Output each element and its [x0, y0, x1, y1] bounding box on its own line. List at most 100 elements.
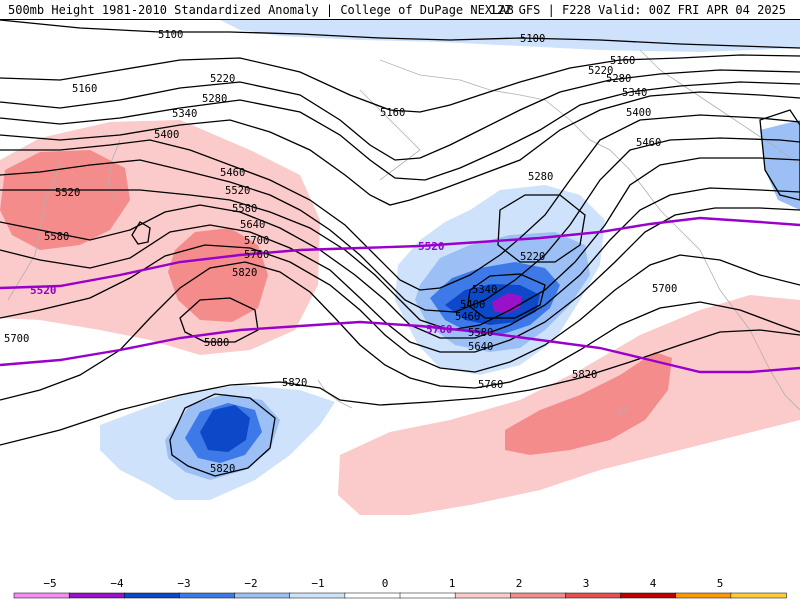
contour-labels: 5100 5100 5160 5160 5160 5220 5220 5220 … [4, 29, 677, 475]
map-title: 500mb Height 1981-2010 Standardized Anom… [8, 3, 514, 17]
colorbar-swatches [13, 592, 787, 599]
colorbar-swatch [68, 592, 126, 599]
contour-low-trough-inner [467, 273, 546, 319]
contour-label: 5160 [380, 107, 405, 119]
contour-label: 5340 [622, 87, 647, 99]
contour-label: 5700 [652, 283, 677, 295]
contour-label: 5760 [244, 249, 269, 261]
contour-label: 5160 [72, 83, 97, 95]
climo-label: 5520 [30, 284, 57, 297]
contour-label: 5460 [455, 311, 480, 323]
climatology-lines [0, 216, 800, 374]
contour-label: 5580 [232, 203, 257, 215]
contour-label: 5220 [210, 73, 235, 85]
contour-small-low [131, 221, 151, 245]
contour-label: 5640 [468, 341, 493, 353]
colorbar-tick-label: 5 [717, 577, 724, 590]
colorbar-swatch [565, 592, 622, 599]
colorbar-swatch [399, 592, 456, 599]
colorbar-tick-label: −2 [244, 577, 257, 590]
colorbar-swatch [234, 592, 291, 599]
contour-5520 [0, 157, 800, 331]
colorbar-tick-label: 3 [583, 577, 590, 590]
cold-anomaly-south-core [200, 405, 250, 452]
contour-label: 5580 [44, 231, 69, 243]
colorbar-swatch [124, 592, 181, 599]
climo-label: 5520 [418, 240, 445, 253]
colorbar-tick-label: −4 [110, 577, 124, 590]
contour-label: 5100 [520, 33, 545, 45]
anomaly-map: 5100 5100 5160 5160 5160 5220 5220 5220 … [0, 20, 800, 576]
colorbar-tick-label: −1 [311, 577, 324, 590]
colorbar-swatch [289, 592, 346, 599]
contour-label: 5700 [244, 235, 269, 247]
contour-label: 5880 [204, 337, 229, 349]
contour-5460 [0, 137, 800, 313]
contour-label: 5340 [472, 284, 497, 296]
colorbar-swatch [510, 592, 567, 599]
warm-anomaly-southeast-core [505, 352, 672, 455]
climo-line-5520 [0, 216, 800, 290]
contour-low-trough [497, 194, 586, 263]
title-bar: 500mb Height 1981-2010 Standardized Anom… [0, 0, 800, 20]
contour-label: 5400 [460, 299, 485, 311]
contour-label: 5640 [240, 219, 265, 231]
contour-5100 [0, 20, 800, 49]
contour-label: 5400 [626, 107, 651, 119]
contour-5160 [0, 54, 800, 113]
contour-5220 [0, 69, 800, 161]
contour-label: 5340 [172, 108, 197, 120]
climatology-labels: 5520 5520 5760 [30, 240, 453, 336]
colorbar-tick-label: −5 [43, 577, 56, 590]
colorbar-swatch [344, 592, 401, 599]
contour-label: 5520 [55, 187, 80, 199]
contour-5400 [0, 114, 800, 291]
cold-anomaly-trough-center [492, 293, 522, 314]
contour-label: 5820 [572, 369, 597, 381]
colorbar-swatch [730, 592, 787, 599]
contour-label: 5220 [520, 251, 545, 263]
cold-anomaly-north [220, 20, 800, 52]
contour-label: 5280 [528, 171, 553, 183]
contour-label: 5220 [588, 65, 613, 77]
colorbar-ticks: −5 −4 −3 −2 −1 0 1 2 3 4 5 [43, 577, 723, 590]
climo-label: 5760 [426, 323, 453, 336]
colorbar-swatch [454, 592, 512, 599]
colorbar-tick-label: 2 [516, 577, 523, 590]
contour-label: 5280 [202, 93, 227, 105]
contour-label: 5820 [232, 267, 257, 279]
colorbar-swatch [675, 592, 732, 599]
contour-label: 5280 [606, 73, 631, 85]
contour-east-low [759, 109, 800, 201]
colorbar-tick-label: 1 [449, 577, 456, 590]
contour-label: 5400 [154, 129, 179, 141]
colorbar-tick-label: −3 [177, 577, 190, 590]
contour-5340 [0, 91, 800, 206]
contour-label: 5100 [158, 29, 183, 41]
colorbar-tick-label: 0 [382, 577, 389, 590]
contour-5820-closed-south [169, 393, 276, 477]
contour-label: 5520 [225, 185, 250, 197]
contour-label: 5580 [468, 327, 493, 339]
warm-anomaly-japan [0, 150, 130, 250]
climo-line-5760 [0, 320, 800, 374]
contour-5700 [0, 244, 800, 373]
contour-label: 5760 [478, 379, 503, 391]
contour-5820 [0, 329, 800, 446]
colorbar-swatch [13, 592, 70, 599]
model-run-label: 12Z GFS | F228 Valid: 00Z FRI APR 04 202… [489, 3, 786, 17]
contour-label: 5700 [4, 333, 29, 345]
cold-anomaly-east [760, 120, 800, 210]
contour-label: 5820 [282, 377, 307, 389]
height-contours [0, 20, 800, 477]
contour-5760 [0, 261, 800, 401]
contour-5640 [0, 207, 800, 353]
contour-label: 5460 [220, 167, 245, 179]
colorbar-swatch [179, 592, 236, 599]
contour-label: 5460 [636, 137, 661, 149]
colorbar-swatch [620, 592, 677, 599]
contour-label: 5160 [610, 55, 635, 67]
anomaly-colorbar: −5 −4 −3 −2 −1 0 1 2 3 4 5 [0, 576, 800, 600]
cold-anomaly-trough-core [445, 284, 540, 325]
contour-5280 [0, 81, 800, 181]
